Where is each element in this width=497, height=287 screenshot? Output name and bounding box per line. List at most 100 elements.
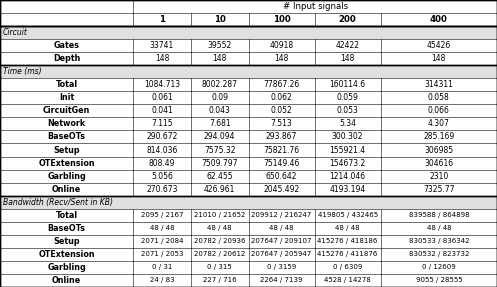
Text: 75149.46: 75149.46 [263,159,300,168]
Text: Garbling: Garbling [47,263,86,272]
Text: 4528 / 14278: 4528 / 14278 [324,278,371,284]
Bar [0,13,497,26]
Text: 7.513: 7.513 [271,119,292,128]
Text: 0.052: 0.052 [271,106,292,115]
Text: 155921.4: 155921.4 [330,146,366,154]
Text: 7.115: 7.115 [151,119,173,128]
Text: 0.058: 0.058 [428,93,450,102]
Bar [0,222,497,235]
Text: Garbling: Garbling [47,172,86,181]
Text: 294.094: 294.094 [204,133,236,141]
Bar [0,117,497,131]
Text: 207647 / 205947: 207647 / 205947 [251,251,312,257]
Bar [0,104,497,117]
Text: Network: Network [48,119,85,128]
Bar [0,209,497,222]
Text: 300.302: 300.302 [332,133,363,141]
Text: 2310: 2310 [429,172,448,181]
Text: 48 / 48: 48 / 48 [150,225,174,231]
Text: 0 / 3159: 0 / 3159 [267,264,296,270]
Text: 7509.797: 7509.797 [201,159,238,168]
Text: 314311: 314311 [424,80,453,89]
Text: 48 / 48: 48 / 48 [335,225,360,231]
Text: 400: 400 [430,15,448,24]
Text: 7.681: 7.681 [209,119,231,128]
Text: 45426: 45426 [427,41,451,50]
Text: 290.672: 290.672 [146,133,178,141]
Text: # Input signals: # Input signals [282,2,348,11]
Text: 9055 / 28555: 9055 / 28555 [415,278,462,284]
Bar [0,26,497,39]
Text: 0.09: 0.09 [211,93,228,102]
Text: 0.066: 0.066 [428,106,450,115]
Text: 48 / 48: 48 / 48 [269,225,294,231]
Text: Total: Total [56,80,78,89]
Text: 808.49: 808.49 [149,159,175,168]
Text: 1: 1 [159,15,165,24]
Text: 4193.194: 4193.194 [330,185,366,194]
Text: 100: 100 [273,15,290,24]
Bar [0,78,497,91]
Text: 650.642: 650.642 [266,172,297,181]
Text: 0.043: 0.043 [209,106,231,115]
Text: 285.169: 285.169 [423,133,454,141]
Text: Setup: Setup [53,146,80,154]
Text: 42422: 42422 [335,41,360,50]
Text: 7325.77: 7325.77 [423,185,455,194]
Text: 2071 / 2084: 2071 / 2084 [141,238,183,244]
Text: Online: Online [52,276,81,285]
Text: 48 / 48: 48 / 48 [207,225,232,231]
Text: 227 / 716: 227 / 716 [203,278,237,284]
Text: Online: Online [52,185,81,194]
Text: 4.307: 4.307 [428,119,450,128]
Text: 306985: 306985 [424,146,453,154]
Bar [0,131,497,144]
Text: 0 / 12609: 0 / 12609 [422,264,456,270]
Text: Init: Init [59,93,74,102]
Bar [0,235,497,248]
Text: 0 / 6309: 0 / 6309 [333,264,362,270]
Text: Circuit: Circuit [3,28,28,37]
Bar [0,196,497,209]
Text: 426.961: 426.961 [204,185,236,194]
Bar [0,261,497,274]
Text: 200: 200 [339,15,356,24]
Text: 830532 / 823732: 830532 / 823732 [409,251,469,257]
Bar [0,39,497,52]
Text: 154673.2: 154673.2 [330,159,366,168]
Text: Depth: Depth [53,54,81,63]
Text: 419805 / 432465: 419805 / 432465 [318,212,378,218]
Text: 148: 148 [432,54,446,63]
Text: 839588 / 864898: 839588 / 864898 [409,212,469,218]
Text: Time (ms): Time (ms) [3,67,42,76]
Text: 5.34: 5.34 [339,119,356,128]
Text: 62.455: 62.455 [206,172,233,181]
Text: 1214.046: 1214.046 [330,172,366,181]
Text: 21010 / 21652: 21010 / 21652 [194,212,246,218]
Text: 77867.26: 77867.26 [263,80,300,89]
Text: 0.062: 0.062 [271,93,292,102]
Bar [0,248,497,261]
Text: 10: 10 [214,15,226,24]
Text: 148: 148 [340,54,355,63]
Text: 20782 / 20612: 20782 / 20612 [194,251,246,257]
Text: Total: Total [56,211,78,220]
Text: 415276 / 411876: 415276 / 411876 [318,251,378,257]
Text: 814.036: 814.036 [146,146,178,154]
Text: 293.867: 293.867 [266,133,297,141]
Text: 40918: 40918 [269,41,294,50]
Bar [0,183,497,196]
Text: 304616: 304616 [424,159,453,168]
Text: Setup: Setup [53,237,80,246]
Bar [0,91,497,104]
Text: BaseOTs: BaseOTs [48,133,85,141]
Text: 0 / 31: 0 / 31 [152,264,172,270]
Text: OTExtension: OTExtension [38,159,95,168]
Bar [0,0,133,13]
Text: 2095 / 2167: 2095 / 2167 [141,212,183,218]
Text: BaseOTs: BaseOTs [48,224,85,233]
Text: 148: 148 [274,54,289,63]
Text: 1084.713: 1084.713 [144,80,180,89]
Text: 5.056: 5.056 [151,172,173,181]
Text: 33741: 33741 [150,41,174,50]
